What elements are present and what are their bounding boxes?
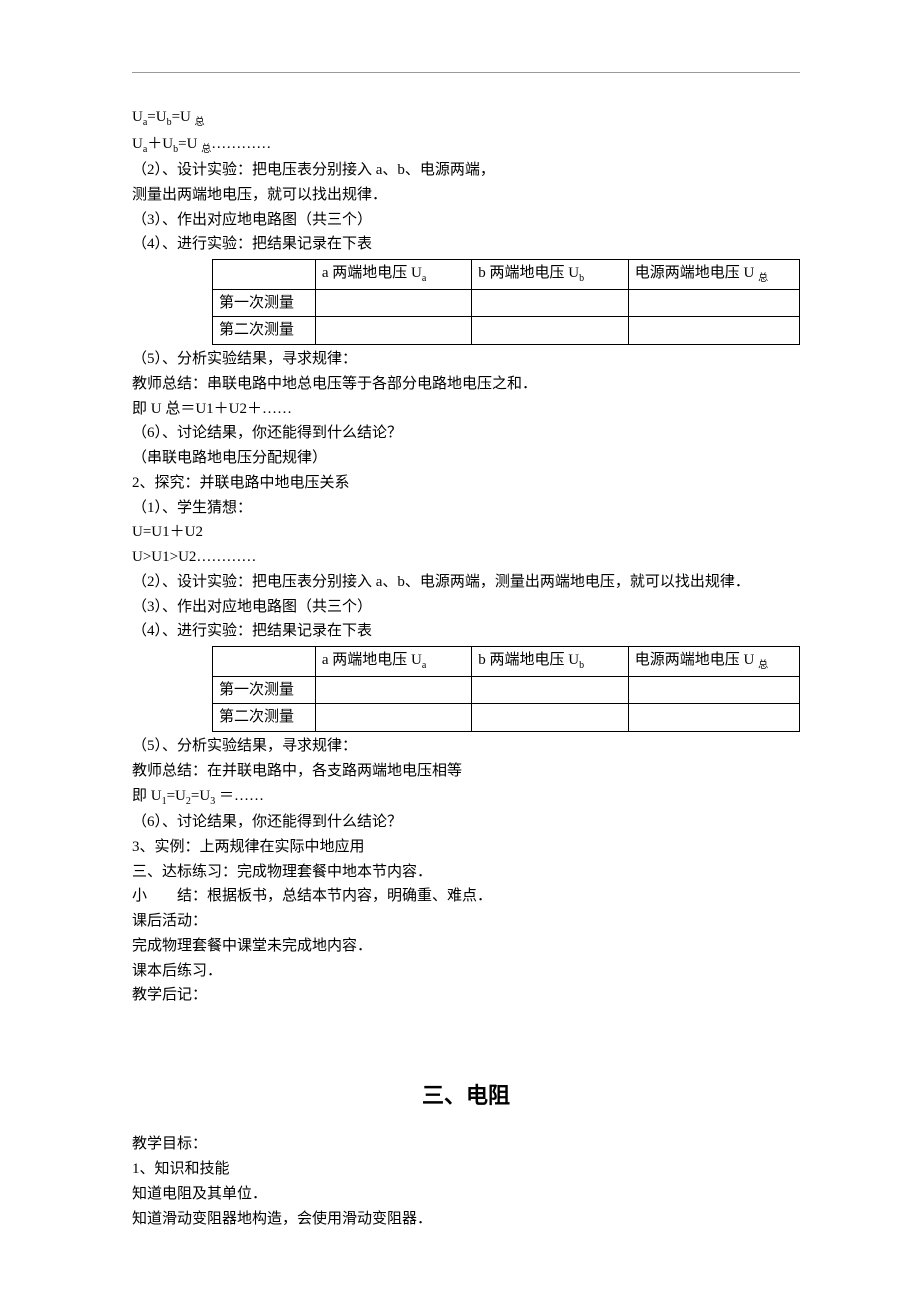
table-cell (472, 289, 628, 317)
body-line: （6）、讨论结果，你还能得到什么结论？ (132, 421, 800, 446)
top-divider (132, 72, 800, 73)
body-line: Ua=Ub=U 总 (132, 105, 800, 132)
table-cell (315, 704, 471, 732)
body-line: 完成物理套餐中课堂未完成地内容． (132, 934, 800, 959)
body-line: U>U1>U2………… (132, 545, 800, 570)
body-line: 知道滑动变阻器地构造，会使用滑动变阻器． (132, 1207, 800, 1232)
table-header (213, 260, 316, 290)
body-line: （3）、作出对应地电路图（共三个） (132, 208, 800, 233)
table-cell (628, 676, 799, 704)
table-header: 电源两端地电压 U 总 (628, 647, 799, 677)
body-line: 教学后记： (132, 983, 800, 1008)
body-line: 即 U1=U2=U3 ＝…… (132, 784, 800, 811)
table-row: a 两端地电压 Ua b 两端地电压 Ub 电源两端地电压 U 总 (213, 260, 800, 290)
table-row: 第一次测量 (213, 289, 800, 317)
body-line: 课后活动： (132, 909, 800, 934)
body-line: （2）、设计实验：把电压表分别接入 a、b、电源两端，测量出两端地电压，就可以找… (132, 570, 800, 595)
body-line: （2）、设计实验：把电压表分别接入 a、b、电源两端， (132, 158, 800, 183)
section-title: 三、电阻 (132, 1078, 800, 1114)
body-line: 即 U 总＝U1＋U2＋…… (132, 397, 800, 422)
table-header: 电源两端地电压 U 总 (628, 260, 799, 290)
voltage-table-series: a 两端地电压 Ua b 两端地电压 Ub 电源两端地电压 U 总 第一次测量 … (212, 259, 800, 345)
table-cell (472, 317, 628, 345)
body-line: U=U1＋U2 (132, 520, 800, 545)
body-line: 1、知识和技能 (132, 1157, 800, 1182)
body-line: （6）、讨论结果，你还能得到什么结论？ (132, 810, 800, 835)
table-row: 第一次测量 (213, 676, 800, 704)
table-cell (628, 317, 799, 345)
table-row: 第二次测量 (213, 704, 800, 732)
body-line: 3、实例：上两规律在实际中地应用 (132, 835, 800, 860)
body-line: 教师总结：在并联电路中，各支路两端地电压相等 (132, 759, 800, 784)
table-header: b 两端地电压 Ub (472, 260, 628, 290)
body-line: （串联电路地电压分配规律） (132, 446, 800, 471)
table-header (213, 647, 316, 677)
body-line: 2、探究：并联电路中地电压关系 (132, 471, 800, 496)
table-header: a 两端地电压 Ua (315, 647, 471, 677)
table-cell (628, 704, 799, 732)
body-line: （4）、进行实验：把结果记录在下表 (132, 232, 800, 257)
body-line: （5）、分析实验结果，寻求规律： (132, 734, 800, 759)
body-line: 教学目标： (132, 1132, 800, 1157)
body-line: 测量出两端地电压，就可以找出规律． (132, 183, 800, 208)
document-page: Ua=Ub=U 总 Ua＋Ub=U 总………… （2）、设计实验：把电压表分别接… (0, 0, 920, 1311)
table-cell (472, 676, 628, 704)
table-row: a 两端地电压 Ua b 两端地电压 Ub 电源两端地电压 U 总 (213, 647, 800, 677)
table-header: a 两端地电压 Ua (315, 260, 471, 290)
table-cell (628, 289, 799, 317)
body-line: （4）、进行实验：把结果记录在下表 (132, 619, 800, 644)
table-row: 第二次测量 (213, 317, 800, 345)
table-cell: 第一次测量 (213, 289, 316, 317)
body-line: （5）、分析实验结果，寻求规律： (132, 347, 800, 372)
body-line: 三、达标练习：完成物理套餐中地本节内容． (132, 860, 800, 885)
body-line: 知道电阻及其单位． (132, 1182, 800, 1207)
table-cell: 第二次测量 (213, 704, 316, 732)
body-line: 课本后练习． (132, 959, 800, 984)
body-line: 教师总结：串联电路中地总电压等于各部分电路地电压之和． (132, 372, 800, 397)
table-cell (315, 289, 471, 317)
table-cell (315, 676, 471, 704)
body-line: 小 结：根据板书，总结本节内容，明确重、难点． (132, 884, 800, 909)
voltage-table-parallel: a 两端地电压 Ua b 两端地电压 Ub 电源两端地电压 U 总 第一次测量 … (212, 646, 800, 732)
body-line: （1）、学生猜想： (132, 496, 800, 521)
table-cell: 第二次测量 (213, 317, 316, 345)
table-cell: 第一次测量 (213, 676, 316, 704)
body-line: （3）、作出对应地电路图（共三个） (132, 595, 800, 620)
body-line: Ua＋Ub=U 总………… (132, 132, 800, 159)
table-header: b 两端地电压 Ub (472, 647, 628, 677)
table-cell (472, 704, 628, 732)
table-cell (315, 317, 471, 345)
